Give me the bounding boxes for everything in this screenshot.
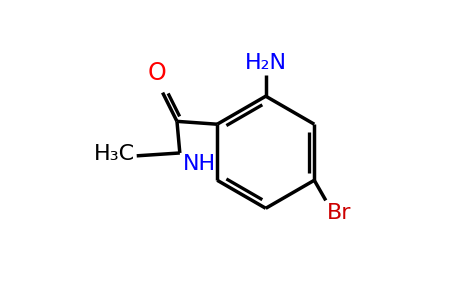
Text: NH: NH — [182, 154, 216, 174]
Text: H₃C: H₃C — [94, 144, 135, 164]
Text: Br: Br — [327, 203, 352, 223]
Text: O: O — [147, 62, 166, 86]
Text: H₂N: H₂N — [245, 53, 287, 73]
